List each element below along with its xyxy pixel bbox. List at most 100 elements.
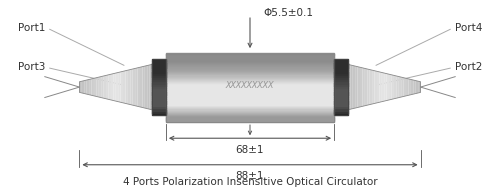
Bar: [166, 95, 334, 97]
Bar: [166, 102, 334, 104]
Polygon shape: [382, 73, 384, 102]
Bar: [152, 79, 166, 82]
Text: 68±1: 68±1: [236, 145, 264, 155]
Bar: [166, 68, 334, 70]
Polygon shape: [118, 72, 120, 102]
Polygon shape: [99, 77, 101, 98]
Bar: [166, 75, 334, 77]
Bar: [152, 94, 166, 97]
Bar: [166, 119, 334, 121]
Bar: [166, 111, 334, 113]
Bar: [166, 60, 334, 62]
Polygon shape: [101, 76, 103, 98]
Polygon shape: [414, 80, 416, 94]
Polygon shape: [358, 67, 360, 107]
Bar: [334, 94, 348, 97]
Bar: [166, 78, 334, 80]
Polygon shape: [130, 69, 132, 105]
Bar: [334, 79, 348, 82]
Bar: [152, 65, 166, 68]
Polygon shape: [80, 81, 82, 93]
Bar: [166, 92, 334, 94]
Bar: [166, 105, 334, 106]
Bar: [166, 93, 334, 95]
Bar: [334, 99, 348, 102]
Bar: [334, 63, 348, 66]
Polygon shape: [404, 78, 406, 97]
Polygon shape: [106, 75, 108, 99]
Polygon shape: [406, 78, 408, 96]
Polygon shape: [355, 66, 358, 108]
Polygon shape: [399, 77, 401, 98]
Bar: [334, 59, 348, 115]
Bar: [166, 89, 334, 90]
Polygon shape: [380, 72, 382, 102]
Polygon shape: [104, 75, 106, 99]
Bar: [152, 99, 166, 102]
Bar: [166, 70, 334, 72]
Bar: [152, 88, 166, 90]
Bar: [166, 116, 334, 118]
Text: Port1: Port1: [18, 23, 45, 33]
Polygon shape: [374, 71, 377, 103]
Bar: [166, 115, 334, 116]
Polygon shape: [96, 77, 99, 97]
Bar: [334, 58, 348, 61]
Bar: [166, 107, 334, 108]
Polygon shape: [362, 68, 365, 106]
Bar: [166, 101, 334, 103]
Bar: [166, 73, 334, 74]
Polygon shape: [377, 71, 380, 103]
Bar: [166, 100, 334, 102]
Bar: [166, 57, 334, 58]
Bar: [166, 98, 334, 99]
Bar: [166, 94, 334, 96]
Bar: [166, 109, 334, 111]
Polygon shape: [392, 75, 394, 99]
Polygon shape: [396, 76, 399, 98]
Bar: [166, 85, 334, 87]
Polygon shape: [386, 74, 389, 100]
Bar: [152, 63, 166, 66]
Bar: [166, 67, 334, 69]
Bar: [166, 114, 334, 115]
Bar: [166, 72, 334, 73]
Polygon shape: [348, 64, 350, 110]
Polygon shape: [150, 64, 152, 110]
Bar: [166, 62, 334, 64]
Bar: [166, 110, 334, 112]
Polygon shape: [132, 68, 135, 106]
Polygon shape: [94, 78, 96, 97]
Bar: [152, 112, 166, 115]
Bar: [334, 112, 348, 115]
Bar: [166, 106, 334, 107]
Bar: [166, 97, 334, 98]
Polygon shape: [352, 66, 355, 109]
Bar: [334, 110, 348, 113]
Bar: [334, 70, 348, 73]
Bar: [166, 121, 334, 122]
Polygon shape: [128, 70, 130, 105]
Bar: [166, 117, 334, 119]
Bar: [152, 81, 166, 84]
Polygon shape: [389, 74, 392, 100]
Bar: [166, 54, 334, 56]
Polygon shape: [116, 73, 118, 102]
Bar: [166, 61, 334, 63]
Polygon shape: [84, 80, 86, 94]
Bar: [334, 85, 348, 88]
Bar: [166, 118, 334, 120]
Bar: [166, 74, 334, 75]
Bar: [152, 72, 166, 75]
Bar: [334, 101, 348, 104]
Bar: [334, 65, 348, 68]
Text: XXXXXXXXX: XXXXXXXXX: [226, 81, 274, 90]
Bar: [334, 76, 348, 79]
Text: 4 Ports Polarization Insensitive Optical Circulator: 4 Ports Polarization Insensitive Optical…: [122, 176, 378, 187]
Polygon shape: [123, 71, 126, 103]
Bar: [166, 58, 334, 60]
Polygon shape: [408, 79, 411, 95]
Bar: [166, 80, 334, 81]
Bar: [152, 61, 166, 64]
Bar: [152, 76, 166, 79]
